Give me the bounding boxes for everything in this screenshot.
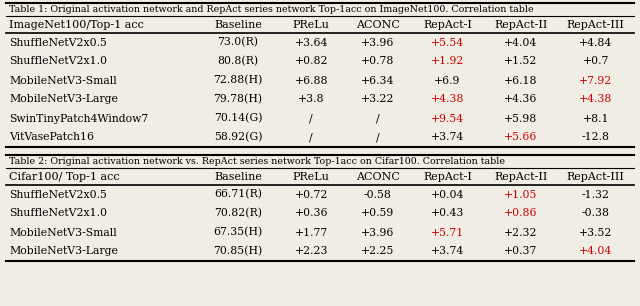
Text: /: / <box>310 132 313 143</box>
Text: MobileNetV3-Large: MobileNetV3-Large <box>9 95 118 105</box>
Text: ImageNet100/Top-1 acc: ImageNet100/Top-1 acc <box>9 20 144 29</box>
Text: VitVasePatch16: VitVasePatch16 <box>9 132 94 143</box>
Text: 70.85(H): 70.85(H) <box>213 246 262 257</box>
Text: ShuffleNetV2x0.5: ShuffleNetV2x0.5 <box>9 189 107 200</box>
Text: Table 1: Original activation network and RepAct series network Top-1acc on Image: Table 1: Original activation network and… <box>9 5 534 14</box>
Text: +3.52: +3.52 <box>579 227 612 237</box>
Text: -1.32: -1.32 <box>582 189 610 200</box>
Text: +1.77: +1.77 <box>294 227 328 237</box>
Text: +0.36: +0.36 <box>294 208 328 218</box>
Text: +1.92: +1.92 <box>431 57 464 66</box>
Text: 70.82(R): 70.82(R) <box>214 208 262 219</box>
Text: +0.78: +0.78 <box>361 57 394 66</box>
Text: RepAct-II: RepAct-II <box>494 20 547 29</box>
Text: 80.8(R): 80.8(R) <box>218 56 259 67</box>
Text: +0.04: +0.04 <box>431 189 464 200</box>
Text: +3.74: +3.74 <box>431 132 464 143</box>
Text: 79.78(H): 79.78(H) <box>214 94 262 105</box>
Text: RepAct-III: RepAct-III <box>566 20 625 29</box>
Text: +6.18: +6.18 <box>504 76 538 85</box>
Text: Table 2: Original activation network vs. RepAct series network Top-1acc on Cifar: Table 2: Original activation network vs.… <box>9 157 505 166</box>
Text: +2.32: +2.32 <box>504 227 538 237</box>
Text: +0.43: +0.43 <box>431 208 464 218</box>
Text: Cifar100/ Top-1 acc: Cifar100/ Top-1 acc <box>9 171 120 181</box>
Text: +6.9: +6.9 <box>434 76 461 85</box>
Text: +3.22: +3.22 <box>361 95 394 105</box>
Text: /: / <box>310 114 313 124</box>
Text: +3.74: +3.74 <box>431 247 464 256</box>
Text: +2.23: +2.23 <box>294 247 328 256</box>
Text: +4.38: +4.38 <box>431 95 464 105</box>
Text: -12.8: -12.8 <box>582 132 610 143</box>
Text: PReLu: PReLu <box>293 20 330 29</box>
Text: SwinTinyPatch4Window7: SwinTinyPatch4Window7 <box>9 114 148 124</box>
Text: ACONC: ACONC <box>356 171 399 181</box>
Text: RepAct-I: RepAct-I <box>423 20 472 29</box>
Text: PReLu: PReLu <box>293 171 330 181</box>
Text: +1.52: +1.52 <box>504 57 538 66</box>
Text: RepAct-II: RepAct-II <box>494 171 547 181</box>
Text: 58.92(G): 58.92(G) <box>214 132 262 143</box>
Text: +3.96: +3.96 <box>361 227 394 237</box>
Text: Baseline: Baseline <box>214 20 262 29</box>
Text: Baseline: Baseline <box>214 171 262 181</box>
Text: ShuffleNetV2x1.0: ShuffleNetV2x1.0 <box>9 208 107 218</box>
Text: /: / <box>376 132 380 143</box>
Text: 70.14(G): 70.14(G) <box>214 113 262 124</box>
Text: +5.98: +5.98 <box>504 114 537 124</box>
Text: +9.54: +9.54 <box>431 114 464 124</box>
Text: +6.88: +6.88 <box>294 76 328 85</box>
Text: +0.86: +0.86 <box>504 208 538 218</box>
Text: +4.36: +4.36 <box>504 95 538 105</box>
Text: 67.35(H): 67.35(H) <box>213 227 262 238</box>
Text: MobileNetV3-Small: MobileNetV3-Small <box>9 76 116 85</box>
Text: +5.71: +5.71 <box>431 227 464 237</box>
Text: +1.05: +1.05 <box>504 189 538 200</box>
Text: +7.92: +7.92 <box>579 76 612 85</box>
Text: +3.8: +3.8 <box>298 95 324 105</box>
Text: 66.71(R): 66.71(R) <box>214 189 262 200</box>
Text: +4.38: +4.38 <box>579 95 612 105</box>
Text: RepAct-I: RepAct-I <box>423 171 472 181</box>
Text: +5.54: +5.54 <box>431 38 464 47</box>
Text: +0.72: +0.72 <box>294 189 328 200</box>
Text: +4.04: +4.04 <box>504 38 537 47</box>
Text: ShuffleNetV2x0.5: ShuffleNetV2x0.5 <box>9 38 107 47</box>
Text: MobileNetV3-Large: MobileNetV3-Large <box>9 247 118 256</box>
Text: ACONC: ACONC <box>356 20 399 29</box>
Text: +4.04: +4.04 <box>579 247 612 256</box>
Text: +5.66: +5.66 <box>504 132 538 143</box>
Text: 73.0(R): 73.0(R) <box>218 37 259 48</box>
Text: +4.84: +4.84 <box>579 38 612 47</box>
Text: +3.64: +3.64 <box>294 38 328 47</box>
Text: +0.82: +0.82 <box>294 57 328 66</box>
Text: -0.38: -0.38 <box>582 208 610 218</box>
Text: RepAct-III: RepAct-III <box>566 171 625 181</box>
Text: +3.96: +3.96 <box>361 38 394 47</box>
Text: +0.37: +0.37 <box>504 247 538 256</box>
Text: +0.7: +0.7 <box>582 57 609 66</box>
Text: +8.1: +8.1 <box>582 114 609 124</box>
Text: +2.25: +2.25 <box>361 247 394 256</box>
Text: ShuffleNetV2x1.0: ShuffleNetV2x1.0 <box>9 57 107 66</box>
Text: MobileNetV3-Small: MobileNetV3-Small <box>9 227 116 237</box>
Text: 72.88(H): 72.88(H) <box>213 75 262 86</box>
Text: /: / <box>376 114 380 124</box>
Text: +0.59: +0.59 <box>361 208 394 218</box>
Text: -0.58: -0.58 <box>364 189 392 200</box>
Text: +6.34: +6.34 <box>361 76 394 85</box>
